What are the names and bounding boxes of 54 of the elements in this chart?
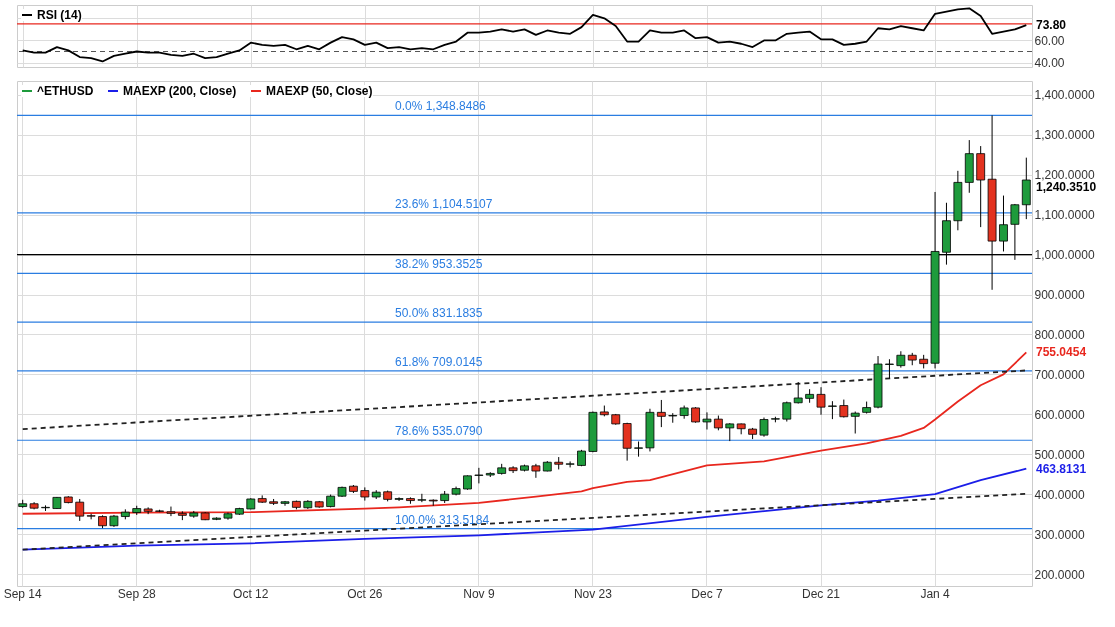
- candlestick: [656, 399, 666, 428]
- y-tick-label: 200.0000: [1034, 567, 1085, 582]
- y-tick-label: 300.0000: [1034, 527, 1085, 542]
- candlestick: [816, 386, 826, 416]
- y-tick-label: 40.00: [1034, 56, 1065, 71]
- x-tick-label: Oct 26: [347, 586, 383, 601]
- legend-label: ^ETHUSD: [37, 84, 94, 98]
- candlestick: [474, 467, 484, 484]
- candlestick: [634, 440, 643, 458]
- y-tick-label: 800.0000: [1034, 328, 1085, 342]
- data-label: 463.8131: [1036, 461, 1087, 476]
- data-label: 755.0454: [1036, 345, 1087, 360]
- candlestick: [531, 463, 541, 479]
- legend-label: MAEXP (200, Close): [123, 84, 237, 98]
- candlestick: [702, 411, 712, 431]
- y-tick-label: 1,100.0000: [1034, 208, 1095, 223]
- y-tick-label: 500.0000: [1034, 447, 1085, 462]
- candlestick: [417, 493, 427, 503]
- y-tick-label: 1,000.0000: [1034, 248, 1095, 263]
- ref-line-label: 50.0% 831.1835: [395, 306, 483, 321]
- line-series: [21, 467, 1028, 551]
- line-series: [21, 7, 1028, 63]
- x-tick-label: Jan 4: [920, 586, 951, 601]
- x-tick-label: Oct 12: [233, 586, 269, 601]
- x-tick-label: Dec 21: [802, 586, 841, 601]
- candlestick: [565, 460, 575, 468]
- x-tick-label: Dec 7: [691, 586, 723, 601]
- ref-line-label: 38.2% 953.3525: [395, 257, 483, 272]
- text: 1,240.3510: [1036, 180, 1097, 194]
- legend-label: MAEXP (50, Close): [266, 84, 373, 98]
- y-tick-label: 700.0000: [1034, 367, 1085, 382]
- ref-line-label: 0.0% 1,348.8486: [395, 99, 487, 114]
- candlestick: [999, 195, 1008, 252]
- ref-line-label: 23.6% 1,104.5107: [395, 196, 493, 211]
- y-tick-label: 1,300.0000: [1034, 128, 1095, 143]
- candlestick: [759, 417, 769, 438]
- x-tick-label: Nov 9: [463, 586, 495, 601]
- y-tick-label: 1,200.0000: [1034, 168, 1095, 183]
- x-tick-label: Sep 14: [3, 586, 43, 601]
- y-tick-label: 400.0000: [1034, 487, 1085, 502]
- y-tick-label: 900.0000: [1034, 288, 1085, 303]
- y-tick-label: 60.00: [1034, 33, 1065, 48]
- x-tick-label: Sep 28: [117, 586, 157, 601]
- candlestick: [885, 358, 894, 379]
- ref-line-label: 100.0% 313.5184: [395, 512, 490, 527]
- y-tick-label: 600.0000: [1034, 407, 1085, 422]
- y-tick-label: 1,400.0000: [1034, 88, 1095, 103]
- ref-line-label: 61.8% 709.0145: [395, 354, 483, 369]
- ref-line-label: 78.6% 535.0790: [395, 424, 483, 439]
- x-tick-label: Nov 23: [573, 586, 613, 601]
- candlestick: [394, 496, 404, 502]
- data-label: 73.80: [1036, 18, 1067, 33]
- candlestick: [793, 381, 803, 405]
- legend-label: RSI (14): [37, 8, 82, 22]
